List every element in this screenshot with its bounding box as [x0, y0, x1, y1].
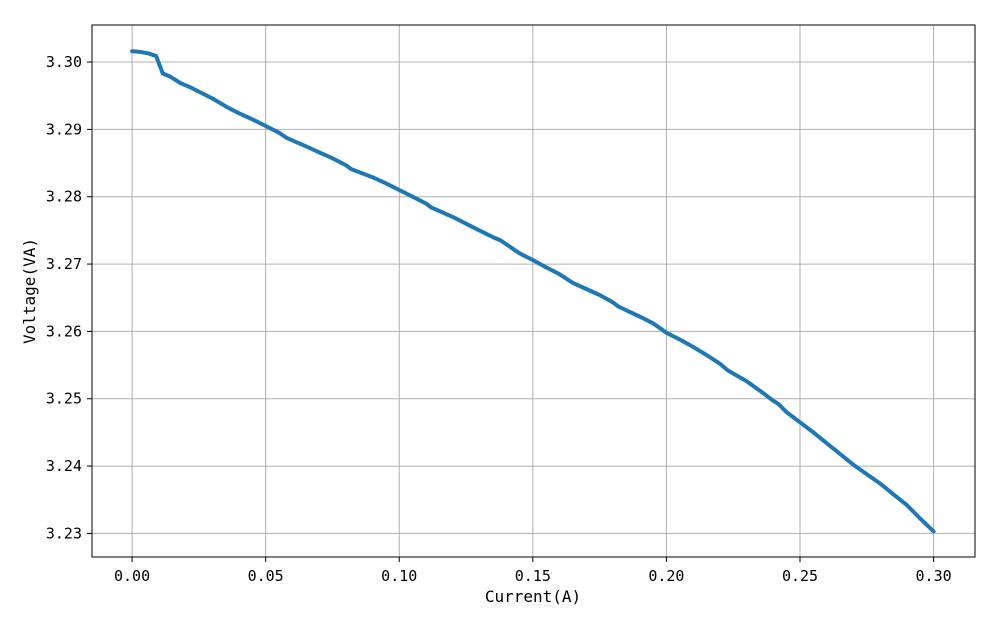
x-tick-label: 0.20	[648, 567, 684, 585]
y-tick-label: 3.26	[46, 322, 82, 340]
y-tick-label: 3.23	[46, 524, 82, 542]
y-axis-ticks: 3.23 3.24 3.25 3.26 3.27 3.28 3.29 3.30	[46, 53, 92, 542]
y-tick-label: 3.28	[46, 188, 82, 206]
x-tick-label: 0.10	[381, 567, 417, 585]
x-tick-label: 0.15	[515, 567, 551, 585]
y-tick-label: 3.27	[46, 255, 82, 273]
x-tick-label: 0.25	[782, 567, 818, 585]
y-tick-label: 3.30	[46, 53, 82, 71]
series-line	[130, 49, 936, 534]
x-tick-label: 0.00	[114, 567, 150, 585]
plot-frame	[91, 24, 976, 558]
y-axis-label: Voltage(VA)	[20, 238, 39, 344]
x-axis-ticks: 0.00 0.05 0.10 0.15 0.20 0.25 0.30	[114, 557, 952, 585]
x-tick-label: 0.30	[916, 567, 952, 585]
series-layer	[130, 49, 936, 534]
y-tick-label: 3.29	[46, 120, 82, 138]
grid	[92, 25, 975, 557]
y-tick-label: 3.25	[46, 390, 82, 408]
y-tick-label: 3.24	[46, 457, 82, 475]
x-axis-label: Current(A)	[485, 587, 581, 606]
x-tick-label: 0.05	[248, 567, 284, 585]
